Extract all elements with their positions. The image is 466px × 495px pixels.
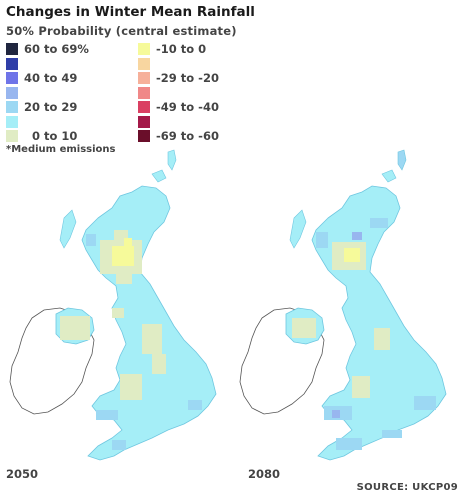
- legend-item: 20 to 29: [6, 100, 89, 115]
- legend-swatch: [6, 101, 18, 114]
- drier-core-2080: [344, 248, 360, 262]
- legend-item: 0 to 10: [6, 129, 89, 144]
- legend-item: [6, 86, 89, 101]
- legend-swatch: [6, 43, 18, 56]
- map-subtitle: 50% Probability (central estimate): [6, 24, 237, 38]
- orkney-shape: [151, 169, 167, 183]
- year-label-2080: 2080: [248, 467, 281, 481]
- legend-label: -10 to 0: [156, 42, 207, 57]
- legend-label: -69 to -60: [156, 129, 219, 144]
- legend-swatch: [138, 130, 150, 143]
- legend-item: [138, 57, 219, 72]
- western-isles-shape: [289, 209, 307, 249]
- legend-swatch: [6, 115, 18, 128]
- legend-item: [6, 57, 89, 72]
- wet-patches-2050: [86, 234, 202, 450]
- legend-item: -69 to -60: [138, 129, 219, 144]
- legend-swatch: [6, 86, 18, 99]
- legend-item: 40 to 49: [6, 71, 89, 86]
- western-isles-shape: [59, 209, 77, 249]
- legend-item: -49 to -40: [138, 100, 219, 115]
- legend-negative: -10 to 0 -29 to -20 -49 to -40 -69 to -6…: [138, 42, 219, 144]
- dry-patches-2050: [60, 230, 166, 400]
- wetter-patches-2080: [332, 232, 362, 418]
- uk-map-2050: [9, 149, 217, 461]
- legend-swatch: [6, 72, 18, 85]
- emissions-footnote: *Medium emissions: [6, 144, 116, 155]
- legend-label: 60 to 69%: [24, 42, 89, 57]
- legend-item: 60 to 69%: [6, 42, 89, 57]
- uk-map-2080: [239, 149, 447, 461]
- map-2050: [2, 148, 234, 470]
- legend-label: 20 to 29: [24, 100, 78, 115]
- legend-swatch: [6, 130, 18, 143]
- legend-label: 0 to 10: [24, 129, 78, 144]
- legend-swatch: [138, 101, 150, 114]
- legend-label: 40 to 49: [24, 71, 78, 86]
- legend-swatch: [138, 115, 150, 128]
- legend-swatch: [138, 72, 150, 85]
- shetland-shape: [167, 149, 177, 171]
- drier-core-2050: [112, 238, 134, 266]
- legend-item: -10 to 0: [138, 42, 219, 57]
- legend-label: -49 to -40: [156, 100, 219, 115]
- legend-swatch: [138, 57, 150, 70]
- orkney-shape: [381, 169, 397, 183]
- legend-item: -29 to -20: [138, 71, 219, 86]
- legend-swatch: [6, 57, 18, 70]
- legend-positive: 60 to 69% 40 to 49 20 to 29 0 to 10: [6, 42, 89, 144]
- legend-item: [6, 115, 89, 130]
- shetland-shape: [397, 149, 407, 171]
- legend-label: -29 to -20: [156, 71, 219, 86]
- legend-swatch: [138, 86, 150, 99]
- year-label-2050: 2050: [6, 467, 39, 481]
- map-2080: [232, 148, 464, 470]
- legend-swatch: [138, 43, 150, 56]
- legend-item: [138, 115, 219, 130]
- legend-item: [138, 86, 219, 101]
- map-title: Changes in Winter Mean Rainfall: [6, 4, 255, 20]
- source-credit: SOURCE: UKCP09: [356, 482, 458, 493]
